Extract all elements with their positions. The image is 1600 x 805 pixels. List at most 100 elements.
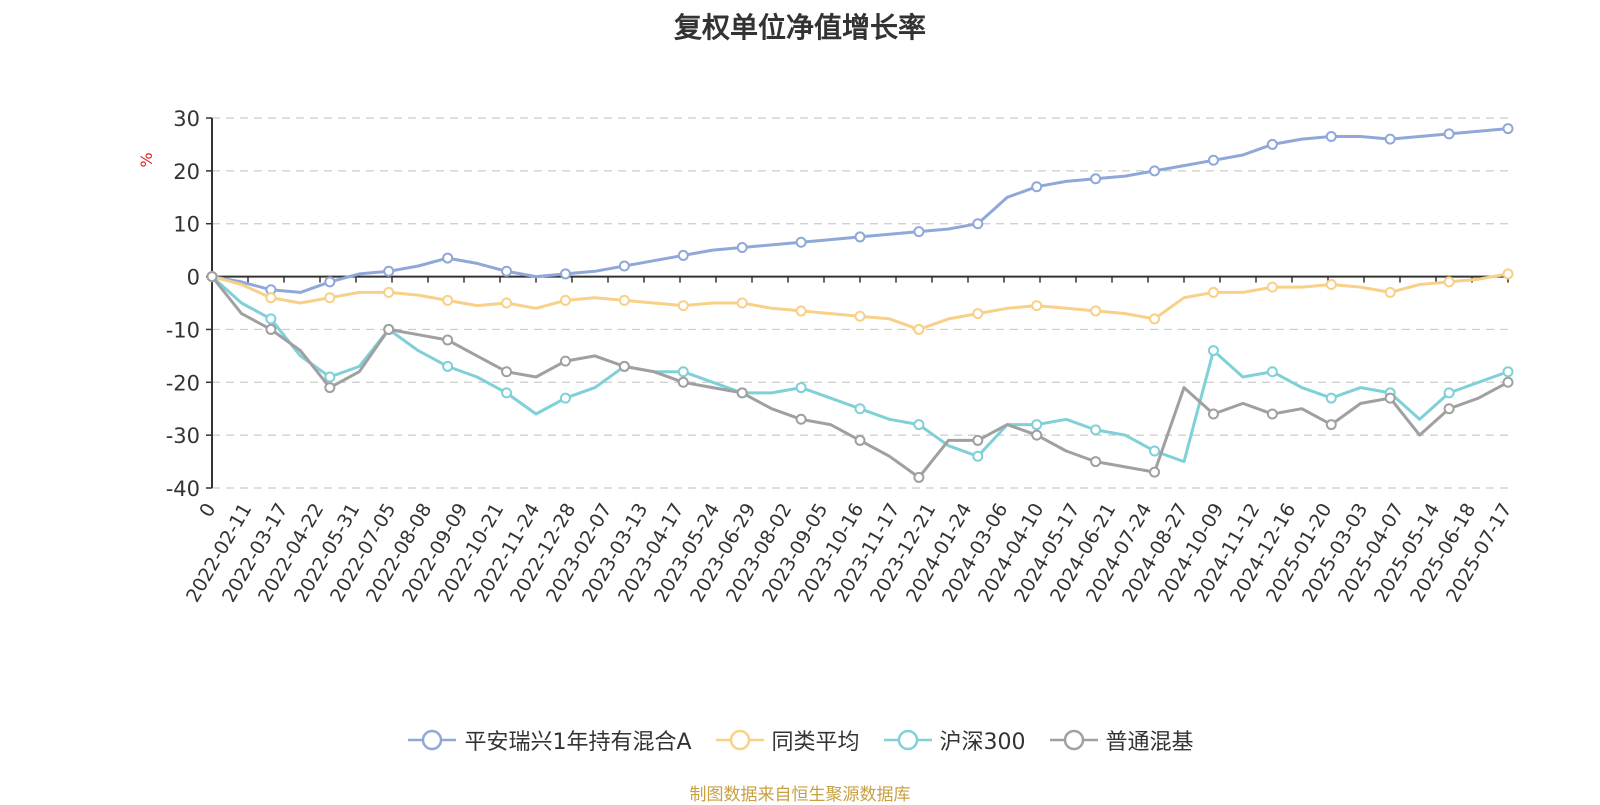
data-point	[972, 308, 984, 320]
y-tick-label: 0	[187, 266, 200, 290]
data-point	[265, 313, 277, 325]
data-point	[913, 226, 925, 238]
data-point	[324, 292, 336, 304]
data-point	[854, 231, 866, 243]
data-point	[442, 294, 454, 306]
data-point	[913, 471, 925, 483]
data-point	[1443, 128, 1455, 140]
data-point	[1031, 300, 1043, 312]
data-point	[1207, 154, 1219, 166]
data-point	[324, 382, 336, 394]
data-point	[1207, 286, 1219, 298]
data-point	[501, 297, 513, 309]
legend-item[interactable]: 普通混基	[1048, 724, 1194, 756]
data-point	[559, 392, 571, 404]
grid-lines	[212, 117, 1508, 489]
data-point	[972, 450, 984, 462]
data-point	[1325, 131, 1337, 142]
data-point	[795, 236, 807, 248]
legend-label: 普通混基	[1105, 730, 1194, 755]
chart-title: 复权单位净值增长率	[673, 11, 926, 44]
series-line-3	[210, 275, 1509, 479]
data-point	[324, 371, 336, 383]
data-point	[442, 252, 454, 264]
legend-label: 同类平均	[771, 730, 860, 755]
data-point	[677, 300, 689, 312]
data-point	[1149, 165, 1161, 177]
data-point	[1266, 408, 1278, 420]
data-point	[1207, 345, 1219, 357]
data-point	[736, 387, 748, 399]
y-tick-label: -30	[166, 424, 200, 448]
data-point	[913, 323, 925, 335]
data-point	[795, 382, 807, 394]
data-point	[1031, 419, 1043, 431]
data-point	[1325, 279, 1337, 290]
data-point	[854, 434, 866, 446]
data-point	[442, 334, 454, 346]
x-tick-label: 0	[195, 500, 220, 521]
legend-marker-icon	[1049, 729, 1098, 751]
data-point	[383, 323, 395, 335]
data-point	[677, 376, 689, 388]
data-point	[1502, 376, 1514, 388]
data-point	[1384, 286, 1396, 298]
series-line-2	[210, 275, 1509, 464]
data-point	[442, 360, 454, 372]
y-tick-label: 20	[173, 160, 200, 184]
data-point	[501, 265, 513, 277]
data-point	[1090, 173, 1102, 185]
data-point	[795, 305, 807, 317]
data-point	[1325, 419, 1337, 431]
data-point	[854, 403, 866, 415]
data-point	[1443, 403, 1455, 415]
y-tick-label: -10	[166, 318, 200, 342]
data-point	[736, 242, 748, 253]
source-note: 制图数据来自恒生聚源数据库	[689, 785, 911, 805]
axes	[206, 117, 1509, 489]
data-point	[265, 323, 277, 335]
legend-label: 平安瑞兴1年持有混合A	[464, 730, 692, 755]
data-point	[501, 366, 513, 378]
data-point	[1266, 138, 1278, 150]
series-lines	[206, 123, 1514, 483]
data-point	[677, 366, 689, 378]
data-point	[1031, 429, 1043, 441]
y-tick-label: 10	[173, 213, 200, 237]
data-point	[1266, 366, 1278, 378]
data-point	[618, 294, 630, 306]
data-point	[1031, 181, 1043, 193]
data-point	[1149, 313, 1161, 325]
data-point	[383, 286, 395, 298]
data-point	[559, 268, 571, 280]
data-point	[1384, 392, 1396, 404]
data-point	[1266, 281, 1278, 293]
data-point	[1502, 123, 1514, 135]
data-point	[383, 265, 395, 277]
data-point	[1090, 305, 1102, 317]
legend-marker-icon	[883, 729, 932, 751]
data-point	[972, 218, 984, 230]
legend-item[interactable]: 同类平均	[714, 724, 860, 756]
legend: 平安瑞兴1年持有混合A 同类平均 沪深300 普通混基	[0, 724, 1600, 756]
legend-label: 沪深300	[939, 730, 1026, 755]
y-tick-label: 30	[173, 107, 200, 131]
data-point	[1443, 276, 1455, 288]
data-point	[677, 249, 689, 261]
data-point	[1090, 456, 1102, 468]
data-point	[854, 310, 866, 322]
data-point	[913, 419, 925, 431]
data-point	[1502, 268, 1514, 280]
data-point	[559, 355, 571, 367]
data-point	[501, 387, 513, 399]
data-point	[1502, 366, 1514, 378]
y-tick-label: -20	[166, 371, 200, 395]
legend-item[interactable]: 沪深300	[882, 724, 1026, 756]
series-line-0	[211, 127, 1509, 294]
data-point	[1325, 392, 1337, 404]
data-point	[265, 292, 277, 304]
legend-item[interactable]: 平安瑞兴1年持有混合A	[406, 724, 692, 756]
data-point	[559, 294, 571, 306]
data-point	[324, 276, 336, 288]
